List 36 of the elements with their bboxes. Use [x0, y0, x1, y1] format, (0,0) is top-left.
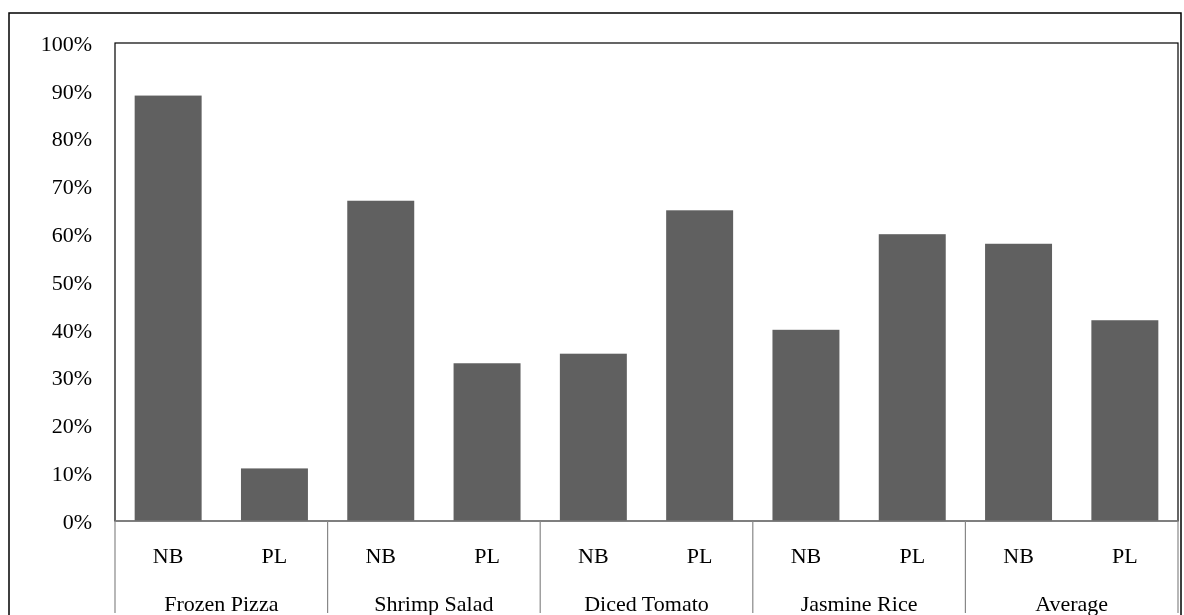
text: PL: [474, 543, 500, 568]
y-tick-label: 80%: [51, 126, 92, 152]
text: NB: [1003, 543, 1034, 568]
bar: [559, 353, 627, 521]
y-tick-label: 50%: [51, 269, 92, 295]
x-tick-label: Frozen Pizza: [164, 591, 279, 615]
y-tick-label: 20%: [51, 413, 92, 439]
x-tick-label: Diced Tomato: [584, 591, 709, 615]
y-tick-label: 10%: [51, 460, 92, 486]
y-tick-label: 40%: [51, 317, 92, 343]
text: NB: [365, 543, 397, 568]
bar: [985, 243, 1053, 521]
series-label: NB: [152, 543, 184, 568]
bar: [772, 329, 840, 521]
text: PL: [899, 543, 926, 568]
bar: [666, 210, 734, 521]
text: NB: [578, 543, 609, 568]
bar: [878, 234, 946, 521]
bar: [1091, 320, 1159, 521]
bar: [347, 200, 415, 521]
y-tick-label: 60%: [51, 221, 92, 247]
text: PL: [1112, 543, 1138, 568]
x-tick-label: Average: [1035, 591, 1109, 615]
y-tick-label: 70%: [51, 174, 92, 200]
x-tick-label: Jasmine Rice: [800, 591, 918, 615]
series-label: PL: [261, 543, 288, 568]
y-tick-label: 30%: [51, 365, 92, 391]
y-tick-label: 90%: [51, 78, 92, 104]
text: PL: [686, 543, 713, 568]
y-tick-label: 0%: [62, 508, 92, 534]
y-tick-label: 100%: [40, 30, 92, 56]
bar: [453, 363, 521, 521]
x-tick-label: Shrimp Salad: [374, 591, 494, 615]
text: NB: [790, 543, 822, 568]
bar: [240, 468, 308, 521]
bar: [134, 95, 202, 521]
